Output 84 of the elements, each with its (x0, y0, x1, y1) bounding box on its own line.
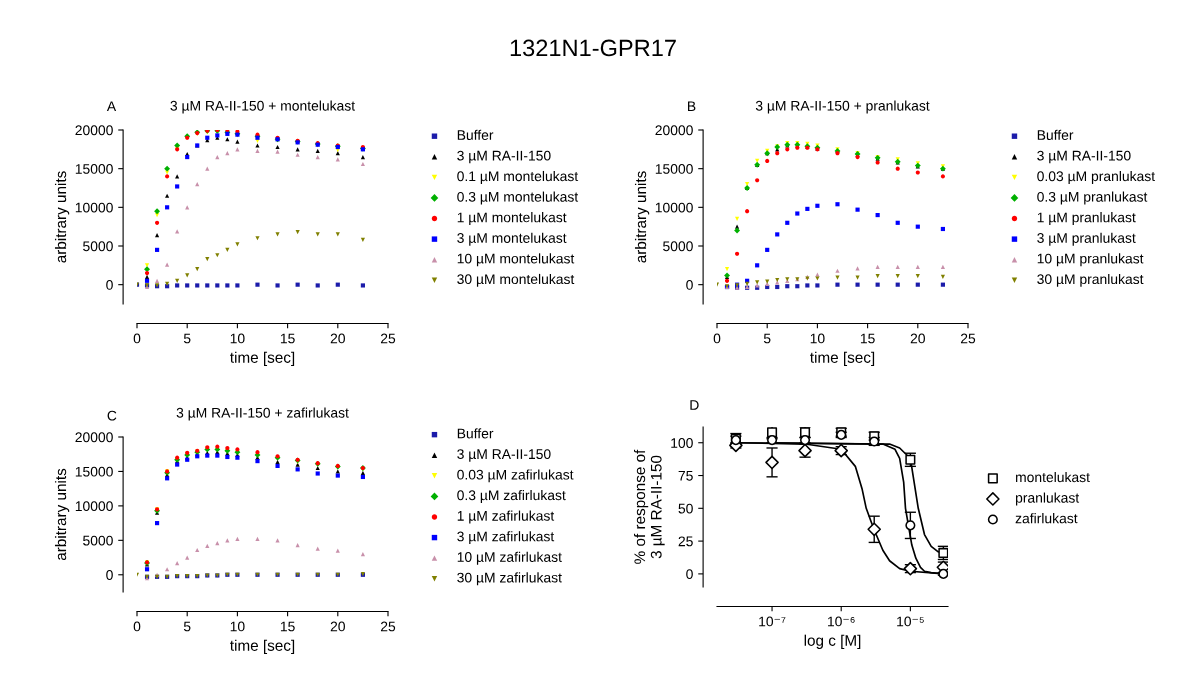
y-tick-label: 25 (678, 536, 693, 547)
text: A (106, 101, 117, 111)
x-tick-label: 10⁻⁷ (759, 616, 786, 627)
x-tick-label: 10 (230, 621, 245, 632)
x-tick-label: 15 (860, 333, 875, 344)
y-tick-label: 0 (686, 569, 693, 580)
y-tick-label: 10000 (75, 202, 113, 213)
x-tick-label: 15 (280, 621, 295, 632)
legend-label: zafirlukast (1015, 513, 1078, 524)
legend-label: 0.03 µM pranlukast (1037, 170, 1155, 184)
legend-label: 3 µM pranlukast (1037, 232, 1136, 246)
legend-label: 1 µM zafirlukast (457, 510, 555, 524)
legend-label: 3 µM RA-II-150 (1037, 150, 1131, 164)
y-axis-title: % of response of 3 µM RA-II-150 (633, 449, 665, 564)
x-tick-label: 25 (380, 621, 396, 632)
y-tick-label: 50 (678, 503, 693, 514)
y-tick-label: 100 (671, 438, 693, 448)
x-tick-label: 5 (183, 333, 191, 344)
legend-label: 0.3 µM pranlukast (1037, 191, 1148, 205)
legend-label: Buffer (457, 428, 494, 439)
legend-label: 10 µM montelukast (457, 253, 575, 267)
text: C (107, 410, 117, 421)
y-tick-label: 20000 (655, 125, 693, 136)
legend-label: 1 µM pranlukast (1037, 212, 1136, 226)
x-tick-label: 10⁻⁵ (897, 616, 924, 627)
text: D (690, 400, 699, 410)
x-tick-label: 0 (713, 333, 721, 344)
y-tick-label: 10000 (75, 501, 113, 512)
x-tick-label: 10 (230, 333, 245, 344)
chart-title: 3 µM RA-II-150 + zafirlukast (176, 407, 349, 421)
y-axis-title: arbitrary units (54, 171, 70, 263)
legend-label: Buffer (1037, 129, 1074, 140)
y-tick-label: 20000 (75, 432, 113, 443)
y-tick-label: 5000 (83, 241, 113, 252)
text: 1321N1-GPR17 (510, 39, 676, 57)
legend-label: 3 µM RA-II-150 (457, 449, 551, 462)
legend-label: 0.1 µM montelukast (457, 170, 579, 184)
legend-label: 30 µM zafirlukast (457, 572, 562, 586)
text: B (688, 101, 696, 111)
y-axis-title: arbitrary units (634, 171, 650, 263)
y-tick-label: 15000 (75, 466, 113, 477)
y-tick-label: 0 (106, 280, 113, 290)
legend-label: 3 µM zafirlukast (457, 531, 555, 545)
y-tick-label: 0 (686, 280, 693, 290)
legend-label: 0.3 µM montelukast (457, 191, 579, 205)
y-axis-title: arbitrary units (54, 468, 70, 561)
legend-label: 30 µM montelukast (457, 273, 575, 287)
x-tick-label: 10 (810, 333, 825, 344)
x-axis-title: log c [M] (804, 634, 861, 649)
legend-label: 3 µM RA-II-150 (457, 150, 551, 164)
legend-label: 10 µM zafirlukast (457, 551, 562, 565)
legend-label: 3 µM montelukast (457, 232, 567, 246)
legend-label: Buffer (457, 129, 494, 140)
x-tick-label: 20 (330, 621, 345, 632)
x-axis-title: time [sec] (230, 639, 295, 654)
y-tick-label: 5000 (663, 241, 693, 252)
x-tick-label: 0 (133, 333, 141, 344)
x-tick-label: 25 (960, 333, 976, 344)
x-tick-label: 0 (133, 621, 141, 632)
y-tick-label: 20000 (75, 125, 113, 136)
legend-label: montelukast (1016, 471, 1090, 483)
legend-label: pranlukast (1015, 492, 1080, 506)
x-tick-label: 20 (330, 333, 345, 344)
y-tick-label: 0 (106, 570, 113, 580)
legend-label: 0.3 µM zafirlukast (457, 489, 566, 503)
y-tick-label: 75 (678, 471, 693, 481)
y-tick-label: 15000 (75, 164, 113, 174)
chart-title: 3 µM RA-II-150 + pranlukast (755, 100, 930, 114)
legend-label: 30 µM pranlukast (1037, 273, 1144, 287)
x-tick-label: 5 (183, 621, 191, 632)
y-tick-label: 5000 (83, 535, 113, 546)
x-axis-title: time [sec] (810, 351, 875, 366)
y-tick-label: 10000 (655, 202, 693, 213)
x-tick-label: 20 (910, 333, 925, 344)
y-tick-label: 15000 (655, 164, 693, 174)
legend-label: 1 µM montelukast (457, 212, 567, 226)
legend-label: 0.03 µM zafirlukast (457, 469, 574, 483)
x-tick-label: 25 (380, 333, 396, 344)
x-tick-label: 10⁻⁶ (828, 616, 855, 627)
chart-title: 3 µM RA-II-150 + montelukast (170, 100, 355, 114)
x-axis-title: time [sec] (230, 351, 295, 366)
x-tick-label: 5 (763, 333, 771, 344)
x-tick-label: 15 (280, 333, 295, 344)
legend-label: 10 µM pranlukast (1037, 253, 1144, 267)
